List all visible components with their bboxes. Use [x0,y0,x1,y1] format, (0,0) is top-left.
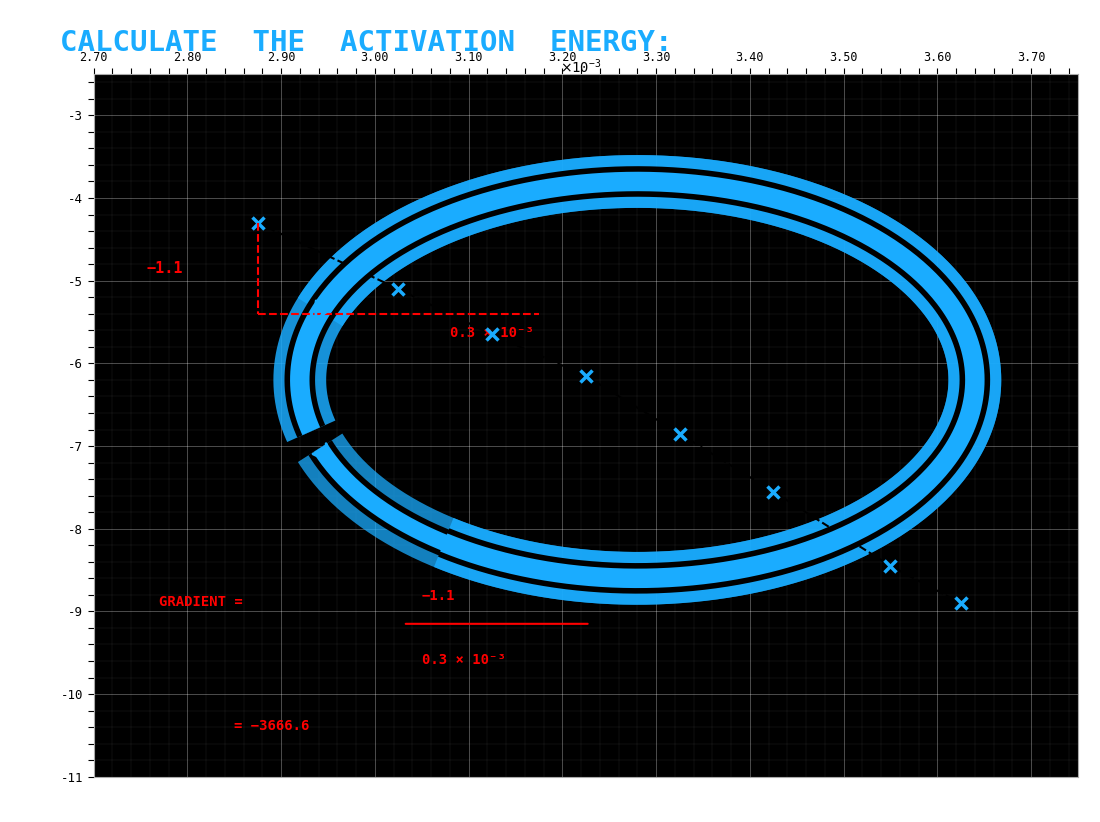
Text: $\times\mathregular{10^{-3}}$: $\times\mathregular{10^{-3}}$ [560,57,602,76]
Text: 0.3 × 10⁻³: 0.3 × 10⁻³ [450,326,534,340]
Text: GRADIENT =: GRADIENT = [160,595,251,609]
Text: −1.1: −1.1 [146,261,183,276]
Text: 0.3 × 10⁻³: 0.3 × 10⁻³ [421,653,505,667]
Text: = −3666.6: = −3666.6 [234,719,309,733]
Text: CALCULATE  THE  ACTIVATION  ENERGY:: CALCULATE THE ACTIVATION ENERGY: [60,29,673,57]
Text: −1.1: −1.1 [421,589,455,603]
